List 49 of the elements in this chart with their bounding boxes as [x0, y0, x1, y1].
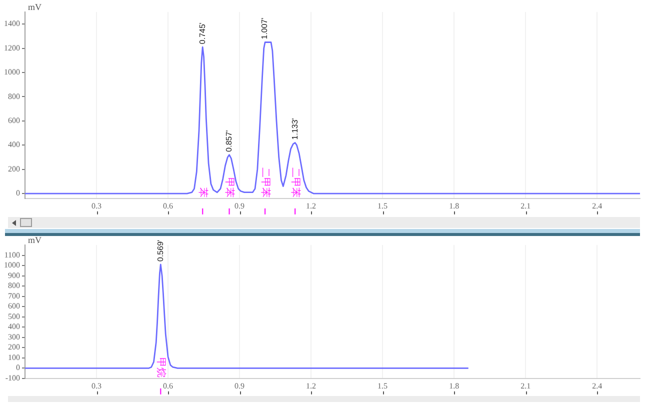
- y-axis-title: mV: [28, 2, 42, 12]
- y-tick-label: 700: [8, 291, 20, 300]
- y-tick-label: 500: [8, 312, 20, 321]
- x-tick-label: 0.3: [92, 381, 102, 390]
- x-tick-label: 2.1: [520, 201, 531, 210]
- annotation: 0.857': [224, 130, 234, 152]
- y-tick-label: 100: [8, 352, 20, 362]
- annotation: 0.745': [198, 22, 207, 44]
- y-tick-label: 0: [16, 363, 20, 372]
- y-tick-label: 400: [8, 322, 20, 332]
- annotation: 苯: [196, 187, 209, 198]
- y-tick-label: 0: [16, 188, 20, 198]
- annotation: 甲苯: [224, 177, 236, 198]
- x-tick-label: 1.8: [449, 201, 460, 210]
- x-tick-label: 0.9: [234, 201, 245, 210]
- y-tick-label: 900: [8, 270, 20, 280]
- y-tick-label: 800: [8, 92, 20, 101]
- x-tick-label: 0.9: [234, 381, 245, 390]
- y-tick-label: 300: [8, 332, 20, 342]
- y-tick-label: 600: [8, 302, 20, 311]
- y-tick-label: 1000: [4, 260, 20, 270]
- x-tick-label: 1.5: [378, 381, 388, 390]
- x-tick-label: 1.2: [306, 201, 316, 210]
- y-tick-label: 200: [8, 342, 20, 352]
- annotation: 1.007': [260, 17, 270, 40]
- y-tick-label: -100: [5, 373, 20, 382]
- x-tick-label: 2.1: [520, 381, 531, 390]
- x-tick-label: 1.8: [449, 381, 460, 390]
- y-tick-label: 1400: [4, 19, 20, 28]
- annotation: 1.133': [290, 118, 300, 140]
- annotation: 二甲苯: [289, 167, 302, 198]
- y-tick-label: 1000: [4, 68, 20, 77]
- x-tick-label: 0.6: [163, 201, 174, 210]
- annotation: 0.569': [156, 239, 165, 262]
- y-tick-label: 200: [8, 164, 20, 174]
- x-tick-label: 1.2: [306, 381, 316, 390]
- y-axis-title: mV: [28, 234, 42, 245]
- annotation: 甲烷: [155, 357, 168, 378]
- x-tick-label: 1.5: [378, 201, 388, 210]
- x-tick-label: 2.4: [592, 201, 602, 210]
- annotation: 二甲苯: [259, 167, 272, 198]
- y-tick-label: 1100: [4, 250, 20, 260]
- x-tick-label: 0.6: [163, 381, 174, 390]
- x-tick-label: 2.4: [592, 381, 602, 390]
- x-tick-label: 0.3: [92, 201, 102, 210]
- y-tick-label: 600: [8, 116, 20, 126]
- y-tick-label: 1200: [4, 43, 20, 52]
- y-tick-label: 400: [8, 140, 20, 150]
- y-tick-label: 800: [8, 281, 20, 290]
